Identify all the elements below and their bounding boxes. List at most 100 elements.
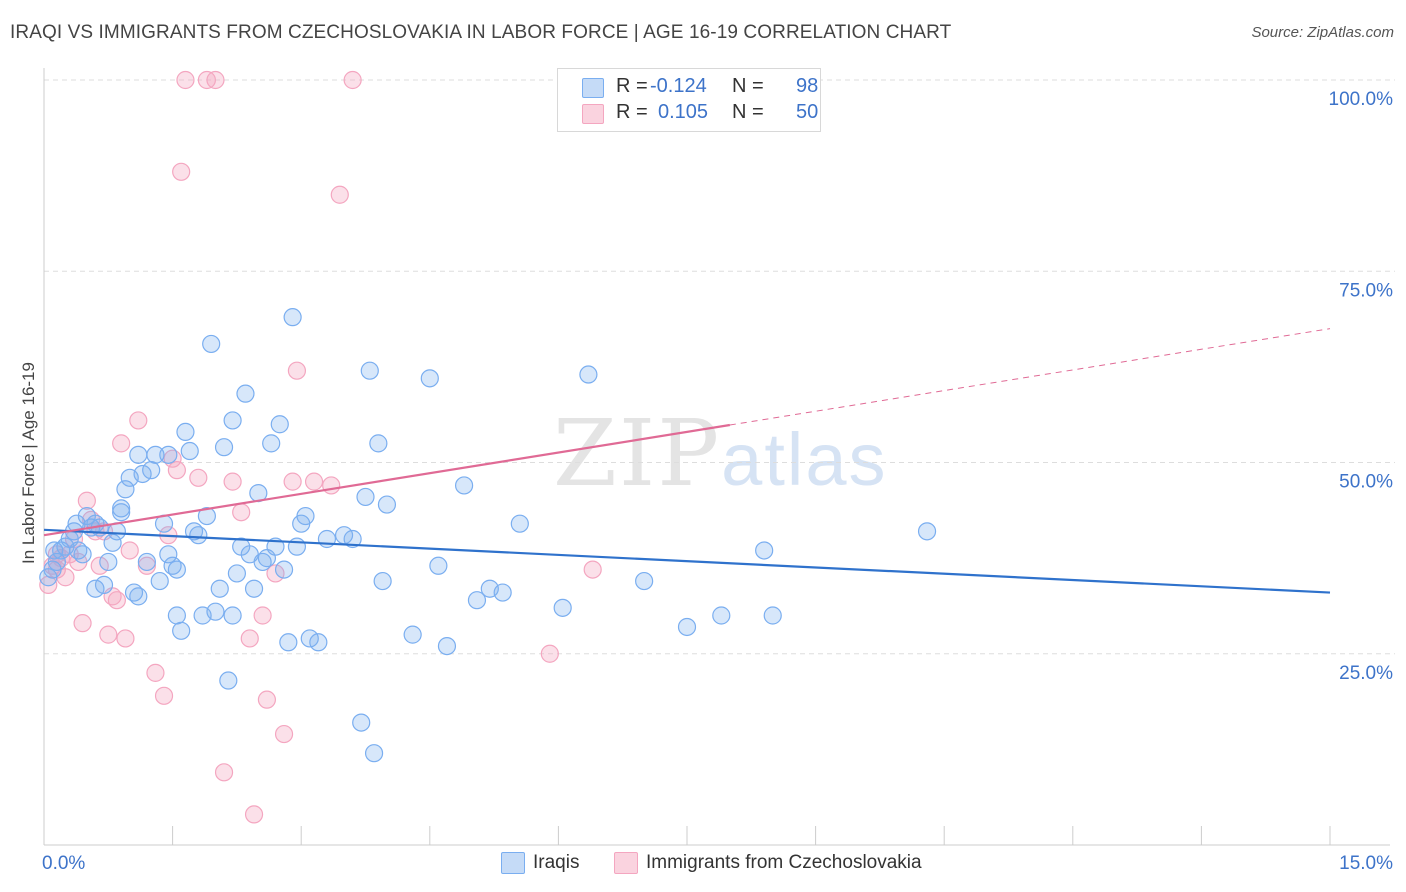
data-point-iraqis: [227, 564, 246, 583]
data-point-iraqis: [86, 579, 105, 598]
data-point-iraqis: [510, 514, 529, 533]
data-point-iraqis: [429, 556, 448, 575]
data-point-czechoslovakia: [304, 472, 324, 491]
data-point-iraqis: [180, 441, 199, 461]
data-point-czechoslovakia: [253, 606, 272, 625]
watermark: ZIPatlas: [553, 400, 887, 507]
bottom-legend-swatch-czechoslovakia: [614, 852, 638, 874]
data-point-czechoslovakia: [90, 556, 109, 575]
data-point-iraqis: [917, 522, 937, 541]
data-point-iraqis: [274, 560, 294, 579]
data-point-iraqis: [94, 575, 114, 595]
data-point-iraqis: [712, 606, 731, 625]
axes: [43, 68, 1390, 846]
data-point-iraqis: [279, 633, 298, 652]
data-point-iraqis: [343, 529, 362, 549]
data-point-iraqis: [454, 476, 474, 495]
data-point-czechoslovakia: [107, 591, 126, 610]
data-point-iraqis: [210, 579, 229, 598]
trend-line-czechoslovakia: [43, 423, 731, 537]
data-point-iraqis: [112, 503, 131, 522]
data-point-czechoslovakia: [99, 625, 118, 644]
legend-r-label: R =: [616, 101, 648, 123]
data-point-iraqis: [635, 571, 654, 591]
data-point-iraqis: [270, 415, 289, 434]
data-point-czechoslovakia: [223, 472, 242, 491]
data-point-iraqis: [236, 384, 255, 403]
data-point-czechoslovakia: [112, 434, 131, 453]
data-point-czechoslovakia: [330, 185, 349, 204]
data-point-iraqis: [159, 545, 178, 564]
bottom-legend-swatch-iraqis: [501, 852, 525, 874]
trend-lines: [43, 328, 1331, 594]
data-point-iraqis: [99, 552, 118, 572]
data-point-iraqis: [579, 365, 598, 384]
data-point-iraqis: [244, 579, 264, 598]
data-point-iraqis: [137, 552, 156, 572]
data-point-iraqis: [553, 598, 572, 617]
data-point-iraqis: [373, 571, 392, 591]
data-point-iraqis: [309, 633, 328, 652]
bottom-legend-label-czechoslovakia: Immigrants from Czechoslovakia: [646, 852, 922, 873]
data-point-czechoslovakia: [322, 476, 341, 495]
data-point-iraqis: [129, 445, 148, 464]
legend-swatch-iraqis: [582, 78, 604, 98]
trend-line-czechoslovakia-extension: [729, 328, 1331, 426]
data-point-czechoslovakia: [137, 556, 156, 575]
data-point-iraqis: [167, 606, 186, 625]
data-point-iraqis: [202, 334, 221, 354]
data-point-czechoslovakia: [266, 564, 285, 583]
data-point-iraqis: [403, 625, 422, 644]
data-point-iraqis: [214, 438, 234, 457]
data-point-iraqis: [103, 533, 122, 552]
data-point-iraqis: [142, 461, 161, 480]
data-point-iraqis: [377, 495, 397, 514]
legend-n-label: N =: [732, 101, 764, 123]
data-point-iraqis: [763, 606, 782, 625]
legend-r-label: R =: [616, 75, 648, 97]
legend-n-label: N =: [732, 75, 764, 97]
y-tick-label: 100.0%: [1329, 89, 1394, 110]
y-tick-label: 25.0%: [1339, 663, 1393, 684]
data-point-czechoslovakia: [176, 70, 195, 90]
data-point-iraqis: [287, 537, 307, 556]
data-point-czechoslovakia: [154, 686, 174, 705]
data-point-czechoslovakia: [73, 614, 92, 633]
grid: [44, 79, 1395, 655]
data-point-iraqis: [296, 506, 315, 526]
data-point-iraqis: [45, 541, 64, 560]
data-point-iraqis: [197, 506, 216, 526]
data-point-iraqis: [437, 636, 457, 656]
x-tick-label-min: 0.0%: [42, 853, 85, 874]
y-tick-label: 50.0%: [1339, 472, 1393, 493]
data-point-iraqis: [129, 587, 148, 606]
data-point-iraqis: [47, 552, 66, 572]
series-czechoslovakia-points: [39, 70, 602, 824]
source-label: Source: ZipAtlas.com: [1251, 24, 1394, 41]
y-tick-label: 75.0%: [1339, 280, 1393, 301]
data-point-czechoslovakia: [146, 663, 165, 682]
data-point-czechoslovakia: [129, 411, 148, 430]
data-point-iraqis: [206, 602, 225, 621]
data-point-czechoslovakia: [214, 763, 234, 782]
correlation-legend: R = -0.124 N = 98 R = 0.105 N = 50: [557, 68, 821, 132]
data-point-czechoslovakia: [206, 70, 225, 90]
x-tick-label-max: 15.0%: [1339, 853, 1393, 874]
legend-n-value: 50: [796, 101, 819, 123]
data-point-czechoslovakia: [257, 690, 277, 709]
data-point-czechoslovakia: [120, 541, 139, 560]
data-point-czechoslovakia: [77, 491, 96, 510]
data-point-iraqis: [369, 434, 388, 453]
watermark-atlas: atlas: [721, 418, 888, 501]
data-point-czechoslovakia: [232, 503, 251, 522]
data-point-iraqis: [223, 411, 242, 430]
data-point-iraqis: [352, 713, 371, 732]
data-point-iraqis: [755, 541, 774, 560]
watermark-zip: ZIP: [553, 400, 722, 507]
data-point-czechoslovakia: [240, 629, 259, 648]
data-point-iraqis: [262, 434, 281, 453]
data-point-czechoslovakia: [540, 644, 559, 663]
data-point-czechoslovakia: [244, 805, 264, 824]
data-point-iraqis: [223, 606, 242, 625]
